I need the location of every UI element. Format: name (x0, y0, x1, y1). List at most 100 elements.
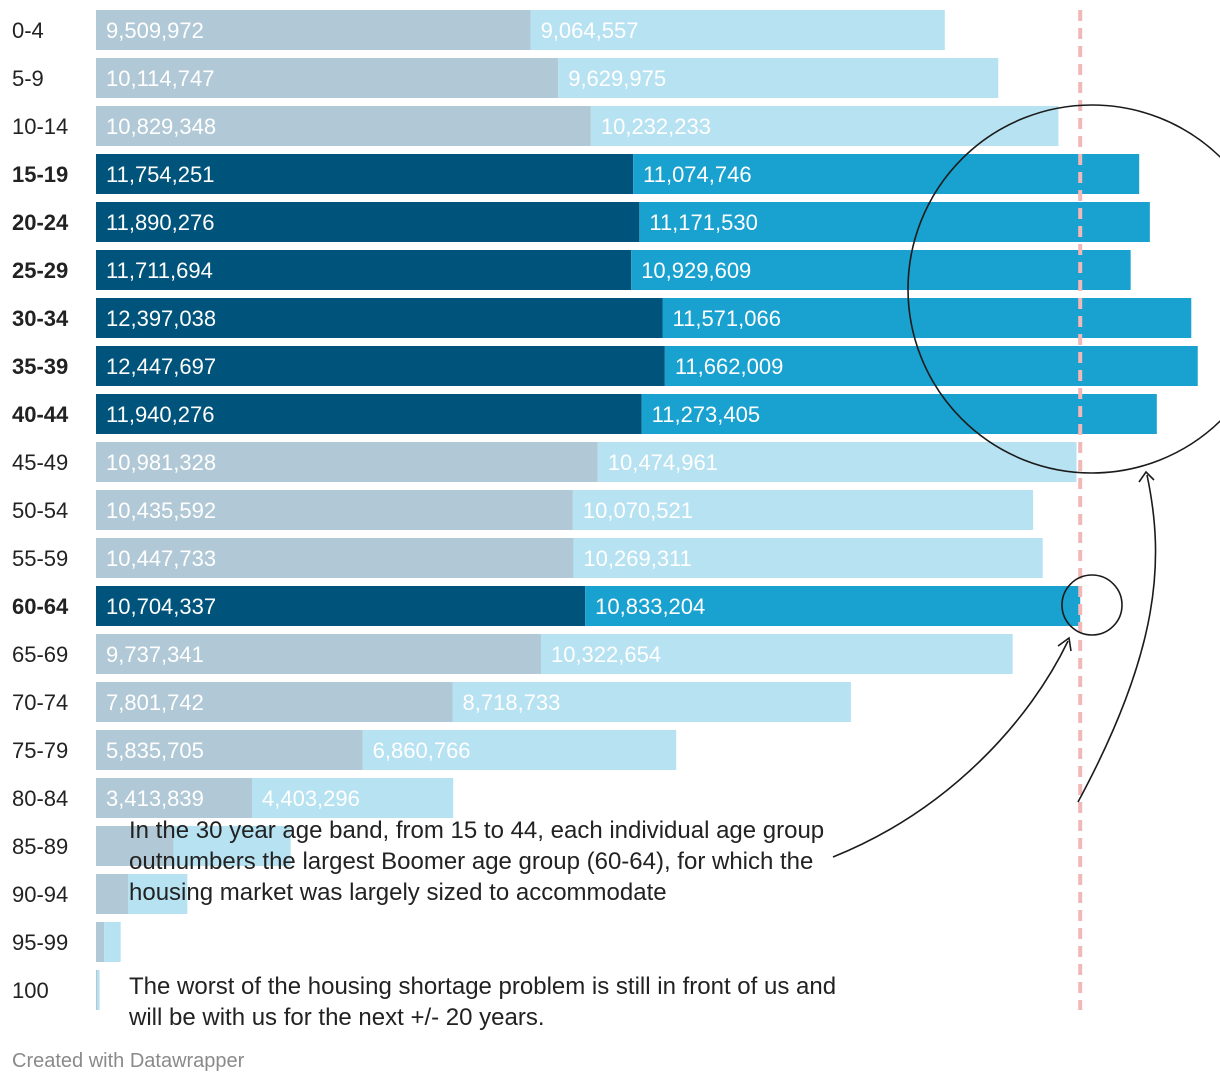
value-label-series-2-40-44: 11,273,405 (652, 402, 760, 427)
value-label-series-2-65-69: 10,322,654 (551, 642, 661, 667)
bar-series-2-85-89 (173, 826, 291, 866)
bar-series-1-55-59 (96, 538, 574, 578)
bar-series-2-45-49 (597, 442, 1077, 482)
bar-series-2-60-64 (585, 586, 1081, 626)
bar-series-2-10-14 (590, 106, 1059, 146)
value-label-series-2-30-34: 11,571,066 (673, 306, 781, 331)
value-label-series-2-80-84: 4,403,296 (262, 786, 360, 811)
bar-series-2-40-44 (641, 394, 1157, 434)
annotation-text-housing-shortage: The worst of the housing shortage proble… (129, 973, 837, 1031)
bar-series-1-65-69 (96, 634, 541, 674)
bar-series-1-60-64 (96, 586, 586, 626)
value-label-series-2-0-4: 9,064,557 (541, 18, 639, 43)
value-label-series-2-55-59: 10,269,311 (583, 546, 691, 571)
bar-series-1-0-4 (96, 10, 531, 50)
bar-series-1-100 (96, 970, 98, 1010)
value-label-series-1-80-84: 3,413,839 (106, 786, 204, 811)
bar-series-1-45-49 (96, 442, 598, 482)
age-label-35-39: 35-39 (12, 354, 68, 379)
bar-series-1-20-24 (96, 202, 640, 242)
bar-series-2-30-34 (662, 298, 1192, 338)
bar-series-2-100 (97, 970, 100, 1010)
age-label-50-54: 50-54 (12, 498, 68, 523)
age-label-85-89: 85-89 (12, 834, 68, 859)
value-label-series-1-40-44: 11,940,276 (106, 402, 214, 427)
age-label-60-64: 60-64 (12, 594, 69, 619)
age-label-100: 100 (12, 978, 49, 1003)
bar-series-2-50-54 (572, 490, 1034, 530)
value-label-series-2-10-14: 10,232,233 (601, 114, 711, 139)
value-label-series-1-70-74: 7,801,742 (106, 690, 204, 715)
age-label-40-44: 40-44 (12, 402, 69, 427)
value-label-series-2-45-49: 10,474,961 (608, 450, 718, 475)
bar-series-1-10-14 (96, 106, 591, 146)
value-label-series-1-55-59: 10,447,733 (106, 546, 216, 571)
annotation-arrow-2-head (1138, 470, 1155, 483)
bar-series-2-80-84 (252, 778, 454, 818)
bar-series-1-90-94 (96, 874, 128, 914)
bar-series-1-75-79 (96, 730, 363, 770)
age-label-25-29: 25-29 (12, 258, 68, 283)
credit-text: Created with Datawrapper (12, 1050, 245, 1072)
value-label-series-2-35-39: 11,662,009 (675, 354, 783, 379)
value-label-series-1-5-9: 10,114,747 (106, 66, 214, 91)
age-label-15-19: 15-19 (12, 162, 68, 187)
bar-series-1-95-99 (96, 922, 105, 962)
age-label-65-69: 65-69 (12, 642, 68, 667)
value-label-series-1-45-49: 10,981,328 (106, 450, 216, 475)
highlight-circle-small (1061, 574, 1123, 636)
value-label-series-2-20-24: 11,171,530 (649, 210, 757, 235)
value-label-series-2-60-64: 10,833,204 (595, 594, 705, 619)
bar-series-2-0-4 (530, 10, 945, 50)
value-label-series-1-60-64: 10,704,337 (106, 594, 216, 619)
age-label-95-99: 95-99 (12, 930, 68, 955)
value-label-series-1-50-54: 10,435,592 (106, 498, 216, 523)
value-label-series-2-15-19: 11,074,746 (643, 162, 751, 187)
bar-series-2-25-29 (631, 250, 1131, 290)
value-label-series-1-25-29: 11,711,694 (106, 258, 213, 283)
age-label-20-24: 20-24 (12, 210, 69, 235)
value-label-series-1-35-39: 12,447,697 (106, 354, 216, 379)
bar-series-1-70-74 (96, 682, 453, 722)
age-label-70-74: 70-74 (12, 690, 68, 715)
age-label-5-9: 5-9 (12, 66, 44, 91)
bar-series-2-75-79 (362, 730, 677, 770)
bar-series-2-70-74 (452, 682, 851, 722)
value-label-series-1-10-14: 10,829,348 (106, 114, 216, 139)
age-label-0-4: 0-4 (12, 18, 44, 43)
bar-series-1-25-29 (96, 250, 632, 290)
age-label-10-14: 10-14 (12, 114, 68, 139)
value-label-series-2-50-54: 10,070,521 (583, 498, 693, 523)
bar-series-1-30-34 (96, 298, 663, 338)
value-label-series-1-65-69: 9,737,341 (106, 642, 204, 667)
annotation-arrow-2 (1077, 474, 1157, 803)
bar-series-2-5-9 (558, 58, 999, 98)
annotation-arrows-layer (832, 104, 1220, 858)
bar-series-2-90-94 (127, 874, 188, 914)
age-label-90-94: 90-94 (12, 882, 68, 907)
bar-series-2-20-24 (639, 202, 1150, 242)
highlight-circle-large (907, 104, 1220, 474)
age-label-80-84: 80-84 (12, 786, 68, 811)
bar-series-2-95-99 (104, 922, 121, 962)
value-label-series-2-75-79: 6,860,766 (373, 738, 471, 763)
bar-series-1-15-19 (96, 154, 634, 194)
bar-series-1-35-39 (96, 346, 665, 386)
age-label-75-79: 75-79 (12, 738, 68, 763)
value-label-series-2-70-74: 8,718,733 (463, 690, 561, 715)
value-label-series-1-0-4: 9,509,972 (106, 18, 204, 43)
annotation-arrow-1-head (1057, 636, 1072, 652)
bar-series-1-85-89 (96, 826, 174, 866)
value-label-series-2-25-29: 10,929,609 (641, 258, 751, 283)
bar-series-1-80-84 (96, 778, 253, 818)
annotation-arrow-1 (832, 640, 1069, 858)
bar-series-1-40-44 (96, 394, 642, 434)
value-label-series-1-75-79: 5,835,705 (106, 738, 204, 763)
bar-series-1-50-54 (96, 490, 573, 530)
age-label-30-34: 30-34 (12, 306, 69, 331)
labels-layer: 0-4 9,509,972 9,064,557 5-9 10,114,747 9,629,… (12, 18, 783, 1003)
bar-series-1-5-9 (96, 58, 559, 98)
value-label-series-1-15-19: 11,754,251 (106, 162, 214, 187)
